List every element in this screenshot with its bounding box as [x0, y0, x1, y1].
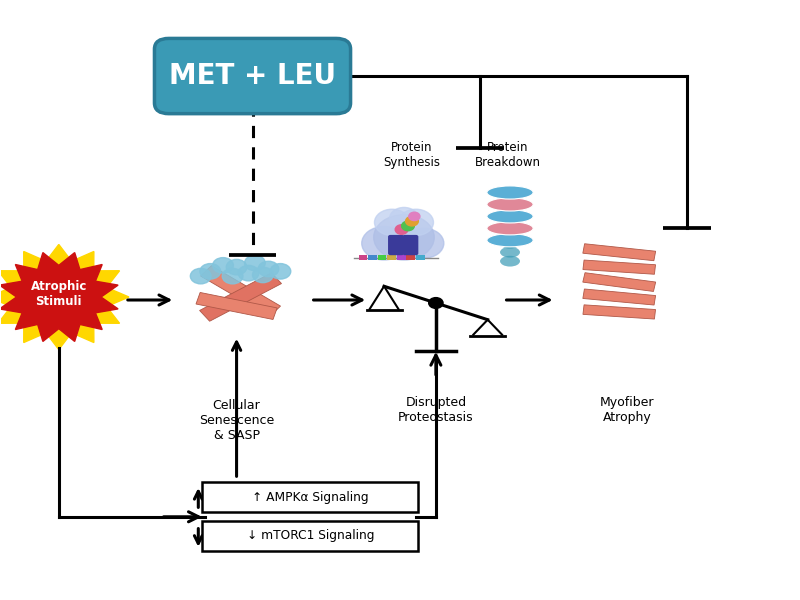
Circle shape [398, 209, 434, 236]
Bar [378, 255, 386, 260]
Ellipse shape [487, 234, 533, 247]
Circle shape [222, 268, 243, 284]
Ellipse shape [500, 247, 520, 257]
Text: Disrupted
Proteostasis: Disrupted Proteostasis [398, 395, 474, 424]
Text: ↓ mTORC1 Signaling: ↓ mTORC1 Signaling [246, 529, 374, 542]
Circle shape [409, 212, 420, 221]
Text: ↑ AMPKα Signaling: ↑ AMPKα Signaling [252, 491, 369, 503]
Ellipse shape [487, 222, 533, 235]
Circle shape [429, 298, 443, 308]
FancyBboxPatch shape [154, 38, 350, 113]
Text: Cellular
Senescence
& SASP: Cellular Senescence & SASP [199, 398, 274, 442]
FancyBboxPatch shape [388, 235, 404, 255]
Circle shape [213, 257, 234, 273]
Ellipse shape [500, 256, 520, 266]
Text: Atrophic
Stimuli: Atrophic Stimuli [30, 280, 87, 308]
FancyBboxPatch shape [202, 521, 418, 551]
Circle shape [404, 229, 444, 258]
Circle shape [200, 263, 221, 279]
Text: MET + LEU: MET + LEU [169, 62, 336, 90]
FancyBboxPatch shape [402, 235, 418, 255]
Circle shape [362, 227, 406, 260]
Circle shape [374, 209, 410, 236]
Circle shape [190, 268, 211, 284]
Polygon shape [582, 273, 656, 292]
Text: Myofiber
Atrophy: Myofiber Atrophy [600, 395, 654, 424]
Bar [358, 255, 367, 260]
Polygon shape [201, 266, 281, 316]
Bar [406, 255, 415, 260]
Circle shape [395, 225, 408, 235]
Bar [397, 255, 406, 260]
Circle shape [226, 259, 247, 275]
Circle shape [245, 255, 266, 271]
Text: Protein
Breakdown: Protein Breakdown [474, 140, 541, 169]
Circle shape [374, 215, 434, 260]
Ellipse shape [500, 238, 520, 248]
Bar [368, 255, 377, 260]
Polygon shape [196, 292, 277, 319]
Ellipse shape [487, 186, 533, 199]
Circle shape [270, 263, 290, 279]
Circle shape [238, 265, 259, 281]
Polygon shape [0, 244, 129, 350]
Polygon shape [583, 305, 655, 319]
Circle shape [253, 267, 274, 283]
Circle shape [390, 208, 418, 229]
Circle shape [402, 221, 414, 231]
Polygon shape [583, 289, 656, 305]
Polygon shape [583, 260, 655, 274]
Bar [387, 255, 396, 260]
Circle shape [258, 261, 279, 277]
Polygon shape [0, 253, 118, 341]
Polygon shape [200, 273, 282, 321]
FancyBboxPatch shape [202, 482, 418, 512]
Polygon shape [583, 244, 656, 260]
Circle shape [406, 217, 418, 226]
Ellipse shape [487, 210, 533, 223]
Text: Protein
Synthesis: Protein Synthesis [383, 140, 441, 169]
Ellipse shape [487, 198, 533, 211]
Bar [416, 255, 425, 260]
